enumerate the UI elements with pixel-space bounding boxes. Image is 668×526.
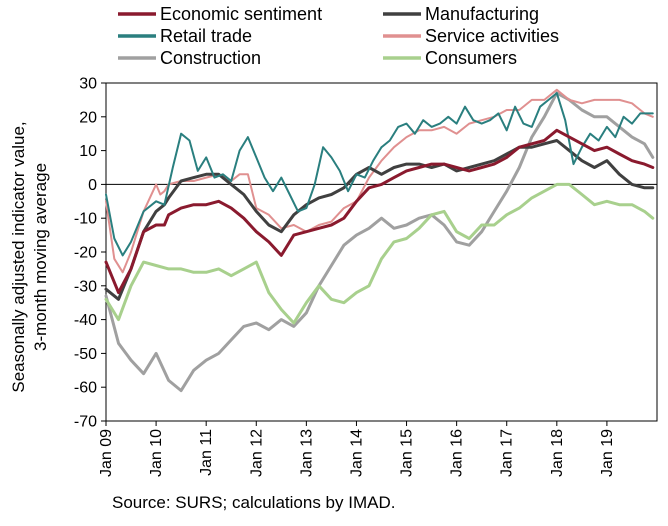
y-tick-label: -60 bbox=[74, 380, 97, 397]
series-line-manufacturing bbox=[104, 139, 655, 301]
legend: Economic sentiment Manufacturing Retail tr… bbox=[118, 4, 559, 68]
legend-label-economic-sentiment: Economic sentiment bbox=[160, 4, 322, 24]
x-tick-label: Jan 15 bbox=[399, 429, 416, 477]
legend-label-consumers: Consumers bbox=[425, 48, 517, 68]
x-tick-label: Jan 13 bbox=[298, 429, 315, 477]
y-tick-label: -40 bbox=[74, 312, 97, 329]
y-tick-label: -20 bbox=[74, 245, 97, 262]
y-tick-label: -10 bbox=[74, 211, 97, 228]
x-tick-label: Jan 17 bbox=[499, 429, 516, 477]
legend-label-manufacturing: Manufacturing bbox=[425, 4, 539, 24]
y-tick-label: -50 bbox=[74, 346, 97, 363]
y-axis-title-line1: Seasonally adjusted indicator value, bbox=[9, 121, 28, 392]
series-line-service-activities bbox=[105, 88, 654, 274]
source-note: Source: SURS; calculations by IMAD. bbox=[112, 493, 395, 512]
x-tick-label: Jan 18 bbox=[549, 429, 566, 477]
x-tick-label: Jan 16 bbox=[449, 429, 466, 477]
plot-frame bbox=[105, 82, 658, 422]
series-line-economic-sentiment bbox=[104, 128, 655, 295]
y-tick-label: 30 bbox=[79, 76, 97, 93]
series-lines bbox=[104, 88, 655, 393]
y-tick-label: 20 bbox=[79, 109, 97, 126]
x-tick-label: Jan 12 bbox=[248, 429, 265, 477]
y-tick-label: 0 bbox=[88, 177, 97, 194]
x-tick-label: Jan 11 bbox=[198, 429, 215, 476]
plot-area bbox=[105, 82, 658, 422]
y-tick-label: -30 bbox=[74, 278, 97, 295]
y-axis-title-line2: 3-month moving average bbox=[31, 163, 50, 351]
series-line-retail-trade bbox=[105, 92, 654, 257]
y-axis: -70 -60 -50 -40 -30 -20 -10 0 10 20 30 bbox=[74, 76, 106, 431]
y-axis-title-group: Seasonally adjusted indicator value, 3-mo… bbox=[9, 121, 50, 392]
series-line-consumers bbox=[104, 182, 655, 325]
y-tick-label: -70 bbox=[74, 414, 97, 431]
x-tick-label: Jan 10 bbox=[148, 429, 165, 477]
x-axis: Jan 09 Jan 10 Jan 11 Jan 12 Jan 13 Jan 14 Jan … bbox=[98, 421, 616, 477]
x-tick-label: Jan 19 bbox=[599, 429, 616, 477]
legend-label-retail-trade: Retail trade bbox=[160, 26, 252, 46]
y-tick-label: 10 bbox=[79, 143, 97, 160]
x-tick-label: Jan 09 bbox=[98, 429, 115, 477]
legend-label-service-activities: Service activities bbox=[425, 26, 559, 46]
legend-label-construction: Construction bbox=[160, 48, 261, 68]
x-tick-label: Jan 14 bbox=[348, 429, 365, 477]
